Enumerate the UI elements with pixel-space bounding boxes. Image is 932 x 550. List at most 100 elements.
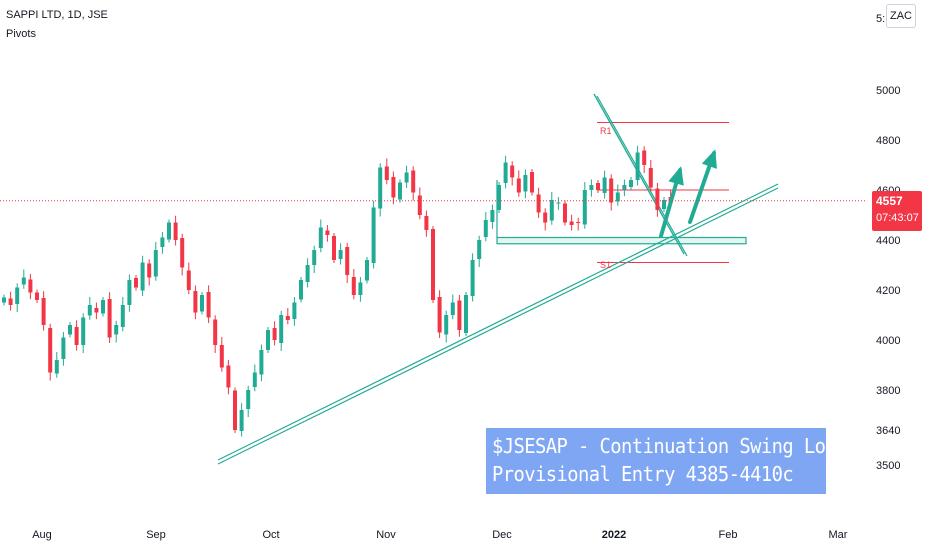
candle [582, 182, 587, 229]
candle [345, 242, 350, 283]
candle [285, 308, 290, 325]
candle [516, 170, 521, 197]
trendlines [217, 93, 779, 465]
price-axis[interactable]: 500048004600440042004000380036403500 [876, 85, 900, 472]
candle [424, 210, 429, 237]
candle [378, 163, 383, 217]
candle [233, 387, 237, 433]
candle [266, 327, 270, 353]
candle [503, 155, 508, 189]
candle [556, 197, 561, 210]
time-axis[interactable]: Aug Sep Oct Nov Dec 2022 Feb Mar [32, 529, 848, 541]
x-tick-label: Sep [146, 529, 166, 541]
candle [127, 274, 132, 312]
candle [470, 253, 475, 302]
candle [642, 146, 647, 173]
candle [173, 215, 178, 246]
candle [21, 269, 26, 289]
candle [404, 165, 409, 188]
candle [54, 352, 59, 378]
candle [351, 269, 356, 300]
candle [259, 344, 264, 382]
annotation-line-1: $JSESAP - Continuation Swing Long [492, 434, 847, 458]
candle [398, 179, 402, 203]
candle [318, 219, 323, 253]
y-tick-label: 3500 [876, 460, 900, 472]
candle [490, 204, 495, 229]
candle [530, 169, 534, 196]
candle [239, 403, 244, 437]
y-tick-label: 4200 [876, 285, 900, 297]
candle [15, 283, 20, 312]
x-tick-label: Aug [32, 529, 52, 541]
candle [246, 385, 251, 417]
candle [411, 166, 416, 201]
x-tick-label: Mar [829, 529, 848, 541]
candle [457, 295, 462, 337]
candle [200, 292, 204, 315]
candle [563, 200, 567, 226]
candle [120, 297, 125, 332]
candle [94, 302, 99, 320]
candle [648, 160, 653, 192]
candle [622, 179, 627, 197]
candle [153, 242, 158, 281]
candle [444, 310, 449, 343]
candle [417, 187, 422, 220]
top-axis-clipped-label: 5: [876, 13, 885, 25]
projection-arrows [659, 149, 717, 238]
candle [483, 212, 488, 242]
candle [48, 323, 53, 381]
annotation-box: $JSESAP - Continuation Swing Long Provis… [486, 428, 847, 494]
candle [114, 320, 119, 343]
x-tick-label: 2022 [602, 529, 626, 541]
support-zone-band [496, 236, 747, 245]
candle [635, 145, 640, 186]
candle [272, 321, 277, 346]
candle [305, 258, 310, 288]
y-tick-label: 3800 [876, 385, 900, 397]
y-tick-label: 4800 [876, 135, 900, 147]
candle [61, 332, 66, 366]
candle [134, 275, 138, 291]
indicator-label[interactable]: Pivots [6, 28, 36, 40]
candle [299, 277, 303, 303]
candle [140, 255, 145, 296]
candle [371, 200, 376, 269]
candle [464, 292, 468, 336]
bar-countdown: 07:43:07 [876, 212, 919, 224]
candle [450, 294, 455, 320]
candle [8, 291, 13, 311]
candle [543, 208, 548, 231]
candle [384, 158, 389, 185]
last-price-value: 4557 [876, 194, 903, 208]
candle [497, 182, 501, 213]
x-tick-label: Oct [262, 529, 279, 541]
candle [87, 297, 92, 320]
candle [74, 320, 79, 351]
candle [226, 360, 231, 395]
candle [365, 257, 369, 284]
candle [68, 322, 72, 338]
candle [549, 192, 554, 225]
candle [596, 180, 600, 193]
x-tick-label: Nov [376, 529, 396, 541]
y-tick-label: 3640 [876, 425, 900, 437]
symbol-title[interactable]: SAPPI LTD, 1D, JSE [6, 9, 108, 21]
currency-button[interactable]: ZAC [886, 4, 916, 28]
last-price-badge: 4557 07:43:07 [872, 191, 922, 231]
candle [609, 174, 614, 211]
arrow-up-2 [688, 149, 717, 224]
candle [2, 294, 6, 306]
pivot-s1-label: S1 [600, 260, 611, 270]
candle [358, 277, 363, 302]
candle [431, 226, 435, 303]
candle [325, 225, 330, 242]
candle [35, 289, 39, 303]
candle [213, 315, 218, 353]
candle [477, 235, 482, 267]
annotation-line-2: Provisional Entry 4385-4410c [492, 462, 794, 486]
candle [160, 232, 165, 254]
candle [41, 291, 46, 331]
